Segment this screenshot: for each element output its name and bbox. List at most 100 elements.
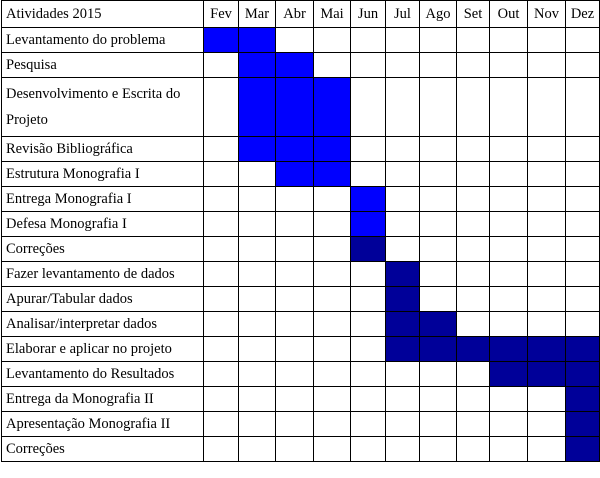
schedule-cell — [350, 411, 386, 437]
activity-row: Desenvolvimento e Escrita do Projeto — [1, 77, 600, 137]
activity-row: Apurar/Tabular dados — [1, 286, 600, 312]
activity-row: Apresentação Monografia II — [1, 411, 600, 437]
schedule-cell — [203, 136, 239, 162]
schedule-cell-filled — [565, 361, 600, 387]
schedule-cell-filled — [275, 136, 314, 162]
schedule-cell — [238, 311, 276, 337]
schedule-cell — [385, 186, 420, 212]
schedule-cell — [419, 211, 457, 237]
schedule-cell — [565, 261, 600, 287]
schedule-cell — [489, 27, 528, 53]
schedule-cell — [203, 161, 239, 187]
schedule-cell — [238, 436, 276, 462]
schedule-cell-filled — [385, 311, 420, 337]
schedule-cell — [385, 77, 420, 137]
schedule-cell — [203, 311, 239, 337]
schedule-cell — [456, 52, 490, 78]
schedule-cell — [238, 286, 276, 312]
schedule-cell — [527, 286, 566, 312]
schedule-cell-filled — [275, 161, 314, 187]
schedule-cell — [275, 286, 314, 312]
schedule-cell — [350, 52, 386, 78]
schedule-cell — [275, 336, 314, 362]
schedule-cell — [456, 436, 490, 462]
activity-label: Elaborar e aplicar no projeto — [1, 336, 204, 362]
schedule-cell-filled — [203, 27, 239, 53]
schedule-cell — [313, 27, 351, 53]
activity-row: Levantamento do Resultados — [1, 361, 600, 387]
schedule-cell — [419, 136, 457, 162]
schedule-cell — [419, 27, 457, 53]
schedule-cell — [419, 236, 457, 262]
schedule-cell — [419, 436, 457, 462]
activity-label: Levantamento do Resultados — [1, 361, 204, 387]
schedule-cell — [565, 186, 600, 212]
schedule-cell — [489, 211, 528, 237]
month-header: Ago — [419, 0, 457, 28]
schedule-cell — [419, 411, 457, 437]
schedule-cell — [203, 186, 239, 212]
schedule-cell — [489, 311, 528, 337]
month-header: Nov — [527, 0, 566, 28]
schedule-cell — [385, 52, 420, 78]
activity-row: Entrega Monografia I — [1, 186, 600, 212]
schedule-cell — [489, 236, 528, 262]
schedule-cell — [313, 211, 351, 237]
schedule-cell-filled — [238, 52, 276, 78]
schedule-cell — [203, 77, 239, 137]
schedule-cell — [385, 386, 420, 412]
schedule-cell — [385, 161, 420, 187]
schedule-cell — [456, 186, 490, 212]
schedule-cell — [419, 261, 457, 287]
schedule-cell — [350, 286, 386, 312]
schedule-cell — [275, 211, 314, 237]
schedule-cell — [238, 386, 276, 412]
schedule-cell — [313, 236, 351, 262]
schedule-cell — [565, 311, 600, 337]
schedule-cell-filled — [456, 336, 490, 362]
schedule-cell-filled — [238, 136, 276, 162]
month-header: Set — [456, 0, 490, 28]
schedule-cell — [350, 261, 386, 287]
activity-label: Pesquisa — [1, 52, 204, 78]
schedule-cell — [456, 386, 490, 412]
schedule-cell — [489, 52, 528, 78]
schedule-cell-filled — [385, 286, 420, 312]
schedule-cell — [313, 286, 351, 312]
schedule-cell — [275, 261, 314, 287]
schedule-cell — [527, 52, 566, 78]
schedule-cell — [385, 27, 420, 53]
schedule-cell-filled — [385, 261, 420, 287]
schedule-cell — [489, 186, 528, 212]
schedule-cell — [489, 436, 528, 462]
schedule-cell — [203, 436, 239, 462]
schedule-cell — [456, 77, 490, 137]
schedule-cell — [489, 386, 528, 412]
schedule-table: Atividades 2015 Fev Mar Abr Mai Jun Jul … — [1, 0, 600, 462]
activity-row: Revisão Bibliográfica — [1, 136, 600, 162]
schedule-cell — [565, 77, 600, 137]
schedule-cell — [350, 336, 386, 362]
month-header: Fev — [203, 0, 239, 28]
activity-label: Apurar/Tabular dados — [1, 286, 204, 312]
schedule-cell — [275, 386, 314, 412]
schedule-cell-filled — [275, 52, 314, 78]
schedule-cell — [350, 311, 386, 337]
schedule-cell — [385, 236, 420, 262]
schedule-cell — [203, 361, 239, 387]
schedule-cell — [565, 211, 600, 237]
activity-row: Estrutura Monografia I — [1, 161, 600, 187]
schedule-cell-filled — [419, 311, 457, 337]
schedule-cell — [565, 52, 600, 78]
schedule-cell — [385, 436, 420, 462]
schedule-cell — [203, 411, 239, 437]
schedule-cell — [527, 436, 566, 462]
activity-label: Apresentação Monografia II — [1, 411, 204, 437]
schedule-cell — [456, 27, 490, 53]
schedule-cell — [238, 411, 276, 437]
schedule-cell — [313, 52, 351, 78]
schedule-cell — [275, 236, 314, 262]
schedule-cell — [419, 77, 457, 137]
schedule-cell — [419, 161, 457, 187]
schedule-cell — [350, 77, 386, 137]
